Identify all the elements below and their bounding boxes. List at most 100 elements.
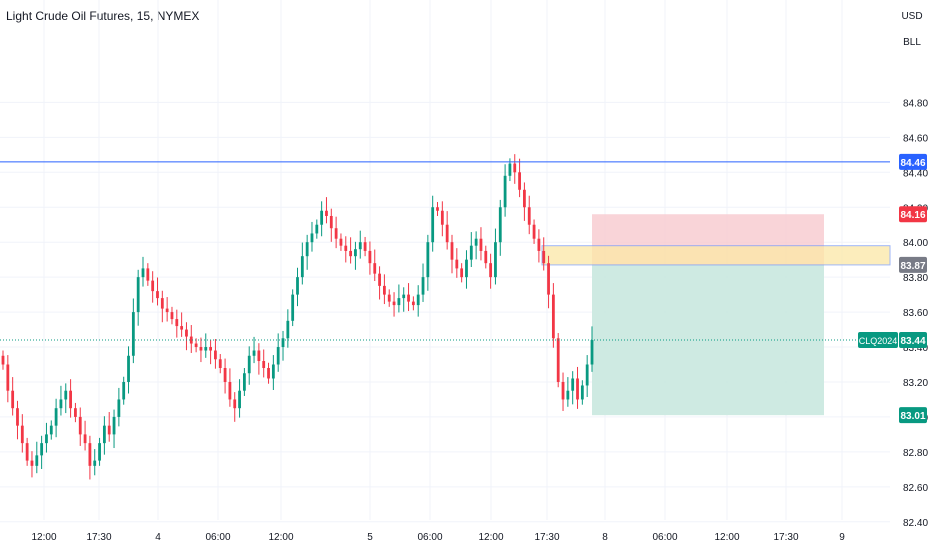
candle-body xyxy=(204,347,208,351)
stop-price-label-box xyxy=(899,206,927,223)
unit-button[interactable]: BLL xyxy=(903,37,921,48)
candle-body xyxy=(474,238,478,246)
price-tick-label: 84.60 xyxy=(903,133,928,144)
candle-body xyxy=(165,308,169,313)
candle-body xyxy=(238,390,241,409)
entry-price-label-text: 83.87 xyxy=(900,261,925,272)
candle-body xyxy=(426,242,430,278)
candle-body xyxy=(20,425,24,444)
candle-body xyxy=(54,408,58,426)
candle-body xyxy=(25,443,29,461)
candle-body xyxy=(252,350,256,356)
candle-body xyxy=(542,250,546,264)
horizontal-line-price-label-text: 84.46 xyxy=(900,158,925,169)
candle-body xyxy=(276,347,280,365)
price-tick-label: 83.80 xyxy=(903,273,928,284)
candle-body xyxy=(151,280,155,292)
candle-body xyxy=(189,336,193,344)
candle-body xyxy=(325,210,328,216)
price-tick-label: 84.80 xyxy=(903,98,928,109)
candle-body xyxy=(69,390,72,409)
candle-body xyxy=(358,242,362,250)
time-tick-label: 12:00 xyxy=(714,532,739,543)
candle-body xyxy=(112,416,116,435)
last-price-label-box xyxy=(899,332,927,349)
price-tick-label: 84.40 xyxy=(903,168,928,179)
candle-body xyxy=(513,163,517,173)
time-tick-label: 12:00 xyxy=(478,532,503,543)
time-tick-label: 8 xyxy=(602,532,608,543)
candle-body xyxy=(580,385,584,400)
candle-body xyxy=(175,319,179,327)
candle-body xyxy=(131,312,135,356)
currency-button[interactable]: USD xyxy=(901,11,923,22)
candle-body xyxy=(334,228,338,239)
candle-body xyxy=(30,460,34,466)
candle-body xyxy=(267,368,270,379)
price-tick-label: 84.00 xyxy=(903,238,928,249)
candle-body xyxy=(16,408,19,426)
horizontal-line-price-label-box xyxy=(899,153,927,170)
candle-body xyxy=(180,326,184,330)
candle-body xyxy=(199,347,203,351)
candle-body xyxy=(532,224,536,239)
candle-body xyxy=(416,294,420,306)
candle-body xyxy=(518,172,521,190)
candle-body xyxy=(233,399,237,409)
candle-body xyxy=(354,249,357,257)
symbol-tag-box xyxy=(858,332,898,349)
candle-body xyxy=(387,294,391,302)
candle-body xyxy=(460,268,464,278)
candle-body xyxy=(566,390,570,400)
candle-body xyxy=(170,312,174,320)
candle-body xyxy=(445,224,449,243)
candle-body xyxy=(469,245,473,260)
candle-body xyxy=(122,381,126,400)
candle-body xyxy=(315,224,319,234)
candle-body xyxy=(585,364,589,386)
candle-body xyxy=(556,338,560,382)
candle-body xyxy=(498,207,502,243)
entry-zone xyxy=(541,245,891,266)
candle-body xyxy=(102,425,106,444)
candle-body xyxy=(383,285,386,295)
candlestick-series xyxy=(1,154,594,480)
last-price-label-text: 83.44 xyxy=(900,336,925,347)
candle-body xyxy=(455,259,459,269)
price-tick-label: 83.20 xyxy=(903,378,928,389)
symbol-tag-text: CLQ2024 xyxy=(859,336,898,346)
candle-body xyxy=(209,347,212,351)
time-tick-label: 12:00 xyxy=(268,532,293,543)
candle-body xyxy=(218,359,222,368)
candle-body xyxy=(262,361,266,368)
time-tick-label: 12:00 xyxy=(31,532,56,543)
candle-body xyxy=(484,250,488,264)
candle-body xyxy=(368,250,372,264)
candle-body xyxy=(107,425,111,435)
candle-body xyxy=(281,338,285,348)
candle-body xyxy=(194,343,198,348)
price-lines xyxy=(0,161,890,341)
candle-body xyxy=(489,263,493,278)
candle-body xyxy=(349,250,353,257)
candle-body xyxy=(11,390,15,409)
candle-body xyxy=(537,238,541,251)
candle-body xyxy=(40,443,44,456)
position-zones xyxy=(541,214,891,416)
candle-body xyxy=(88,443,92,466)
candle-body xyxy=(320,210,324,225)
candle-body xyxy=(98,443,101,461)
candle-body xyxy=(344,245,348,251)
candle-body xyxy=(407,294,410,302)
time-tick-label: 06:00 xyxy=(205,532,230,543)
candle-body xyxy=(35,455,39,466)
candle-body xyxy=(436,207,439,211)
candle-body xyxy=(257,350,261,362)
price-axis: 84.8084.6084.4084.2084.0083.8083.6083.40… xyxy=(858,98,928,529)
price-tick-label: 82.60 xyxy=(903,483,928,494)
candle-body xyxy=(291,294,295,321)
candle-body xyxy=(286,320,290,339)
candle-body xyxy=(242,373,246,391)
price-tick-label: 82.80 xyxy=(903,448,928,459)
